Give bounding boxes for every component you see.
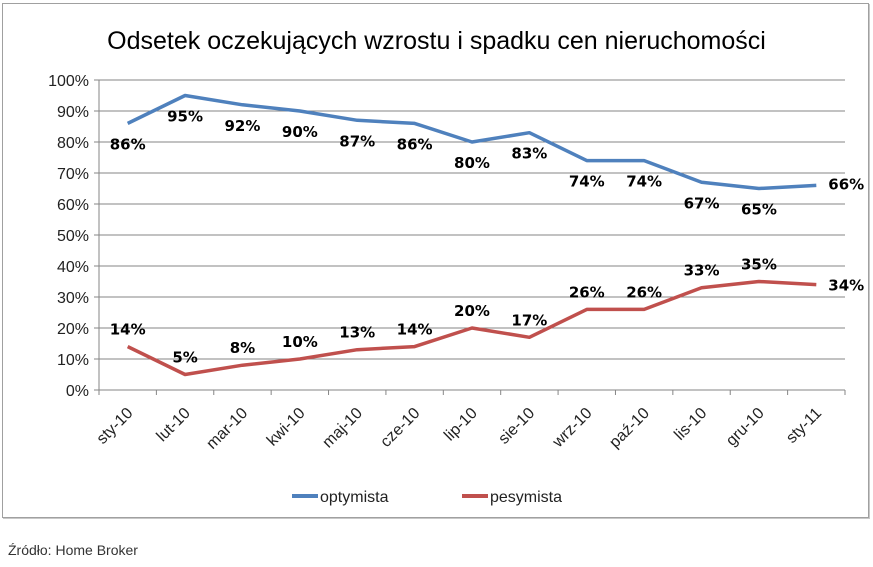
data-label: 8% xyxy=(230,339,255,357)
y-tick-label: 90% xyxy=(57,104,89,121)
legend-label: pesymista xyxy=(490,489,562,506)
data-label: 74% xyxy=(626,173,662,191)
y-tick-label: 80% xyxy=(57,135,89,152)
data-label: 80% xyxy=(454,154,490,172)
data-label: 14% xyxy=(110,321,146,339)
x-tick-label: mar-10 xyxy=(203,405,251,453)
data-label: 33% xyxy=(684,262,720,280)
y-tick-label: 40% xyxy=(57,259,89,276)
x-tick-label: lut-10 xyxy=(154,405,194,445)
x-tick-label: paź-10 xyxy=(606,405,653,452)
chart-frame xyxy=(2,3,869,518)
data-label: 13% xyxy=(339,324,375,342)
data-label: 87% xyxy=(339,132,375,150)
legend-label: optymista xyxy=(320,489,389,506)
y-tick-label: 0% xyxy=(66,383,89,400)
data-label: 14% xyxy=(397,321,433,339)
y-tick-label: 50% xyxy=(57,228,89,245)
x-tick-label: wrz-10 xyxy=(549,405,596,452)
x-tick-label: sty-11 xyxy=(783,405,825,447)
y-tick-label: 70% xyxy=(57,166,89,183)
data-label: 95% xyxy=(167,108,203,126)
data-label: 74% xyxy=(569,173,605,191)
data-label: 34% xyxy=(828,277,864,295)
data-label: 5% xyxy=(172,349,197,367)
x-tick-label: sie-10 xyxy=(495,405,538,448)
data-label: 92% xyxy=(225,117,261,135)
series-line-optymista xyxy=(126,93,817,191)
x-tick-label: maj-10 xyxy=(319,405,366,452)
data-label: 66% xyxy=(828,175,864,193)
chart-title: Odsetek oczekujących wzrostu i spadku ce… xyxy=(107,27,766,55)
x-tick-label: gru-10 xyxy=(723,405,768,450)
data-label: 17% xyxy=(511,311,547,329)
x-tick-label: lip-10 xyxy=(441,405,481,445)
source-note: Źródło: Home Broker xyxy=(8,542,138,558)
y-tick-label: 60% xyxy=(57,197,89,214)
data-label: 67% xyxy=(684,194,720,212)
data-label: 83% xyxy=(511,145,547,163)
data-label: 65% xyxy=(741,201,777,219)
y-tick-label: 100% xyxy=(48,73,89,90)
data-label: 20% xyxy=(454,302,490,320)
data-label: 90% xyxy=(282,123,318,141)
data-label: 35% xyxy=(741,256,777,274)
x-tick-label: sty-10 xyxy=(94,405,137,448)
y-tick-label: 30% xyxy=(57,290,89,307)
data-label: 86% xyxy=(397,135,433,153)
data-label: 26% xyxy=(626,283,662,301)
x-tick-label: lis-10 xyxy=(671,405,710,444)
data-label: 26% xyxy=(569,283,605,301)
x-tick-label: cze-10 xyxy=(377,405,423,451)
data-label: 86% xyxy=(110,135,146,153)
x-tick-label: kwi-10 xyxy=(264,405,309,450)
series-line-pesymista xyxy=(126,279,817,377)
data-label: 10% xyxy=(282,333,318,351)
y-tick-label: 20% xyxy=(57,321,89,338)
y-tick-label: 10% xyxy=(57,352,89,369)
